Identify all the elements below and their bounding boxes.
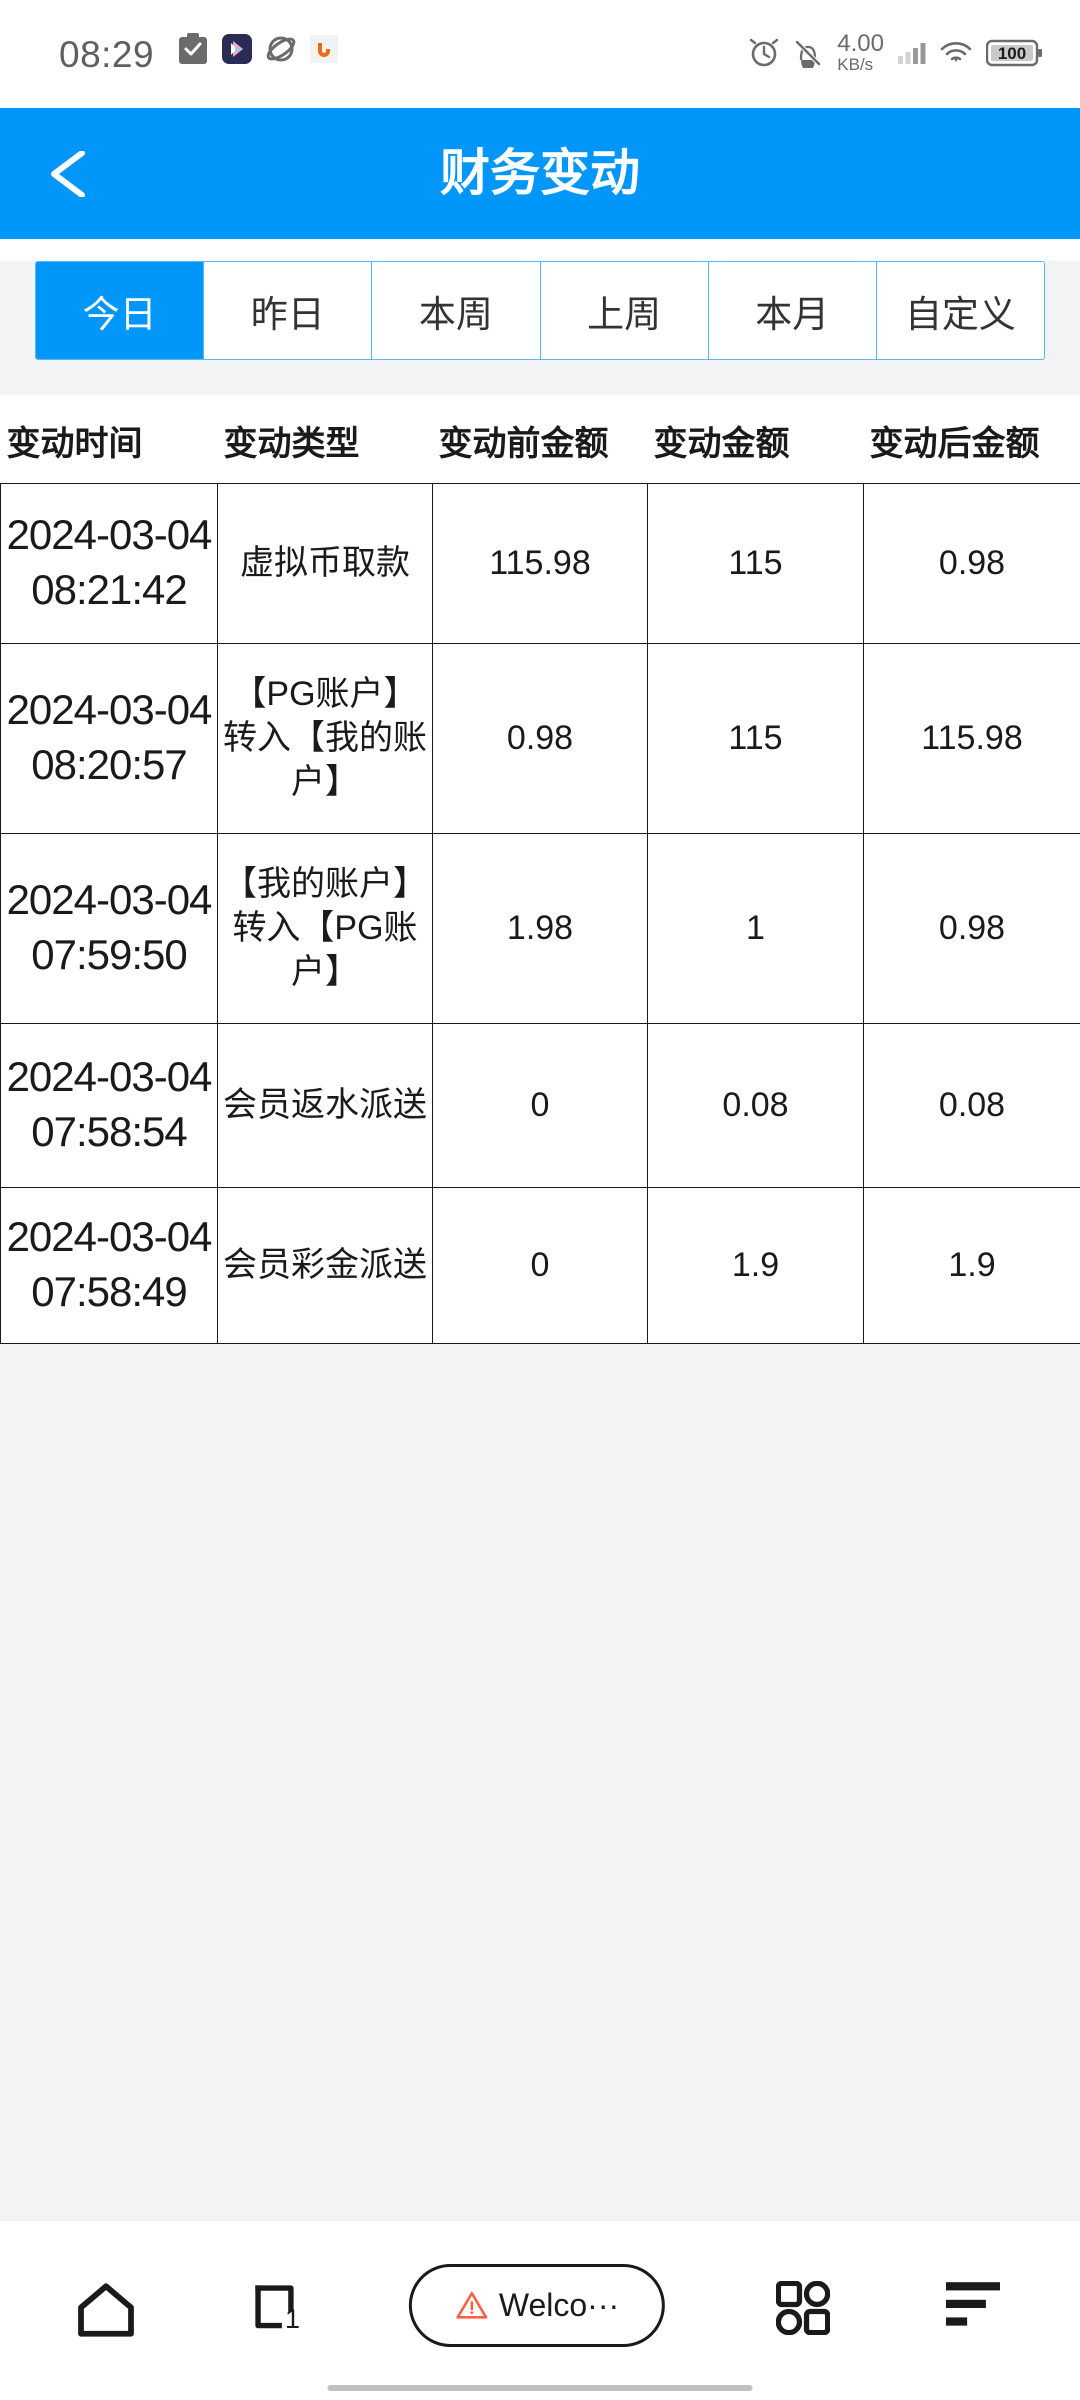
svg-text:100: 100 — [998, 44, 1026, 63]
svg-text:1: 1 — [285, 2304, 300, 2334]
